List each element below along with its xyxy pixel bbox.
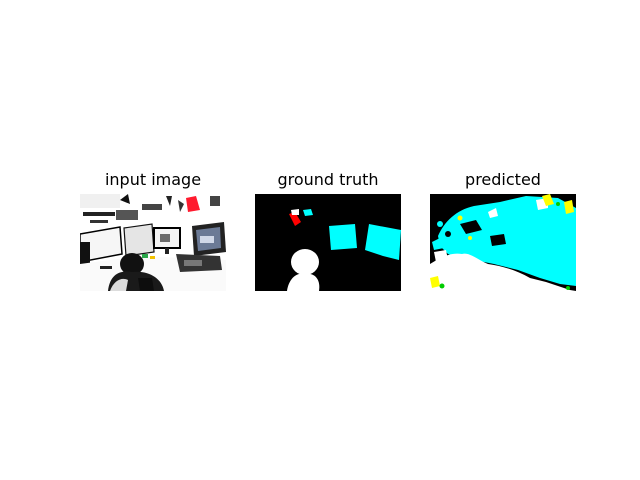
predicted-mask xyxy=(430,194,576,291)
predicted-panel xyxy=(430,194,576,291)
ground-truth-mask xyxy=(255,194,401,291)
panel-title-predicted: predicted xyxy=(465,170,541,189)
ground-truth-panel xyxy=(255,194,401,291)
input-image-panel xyxy=(80,194,226,291)
input-image xyxy=(80,194,226,291)
panel-title-input-image: input image xyxy=(104,170,202,189)
panel-title-ground-truth: ground truth xyxy=(277,170,379,189)
